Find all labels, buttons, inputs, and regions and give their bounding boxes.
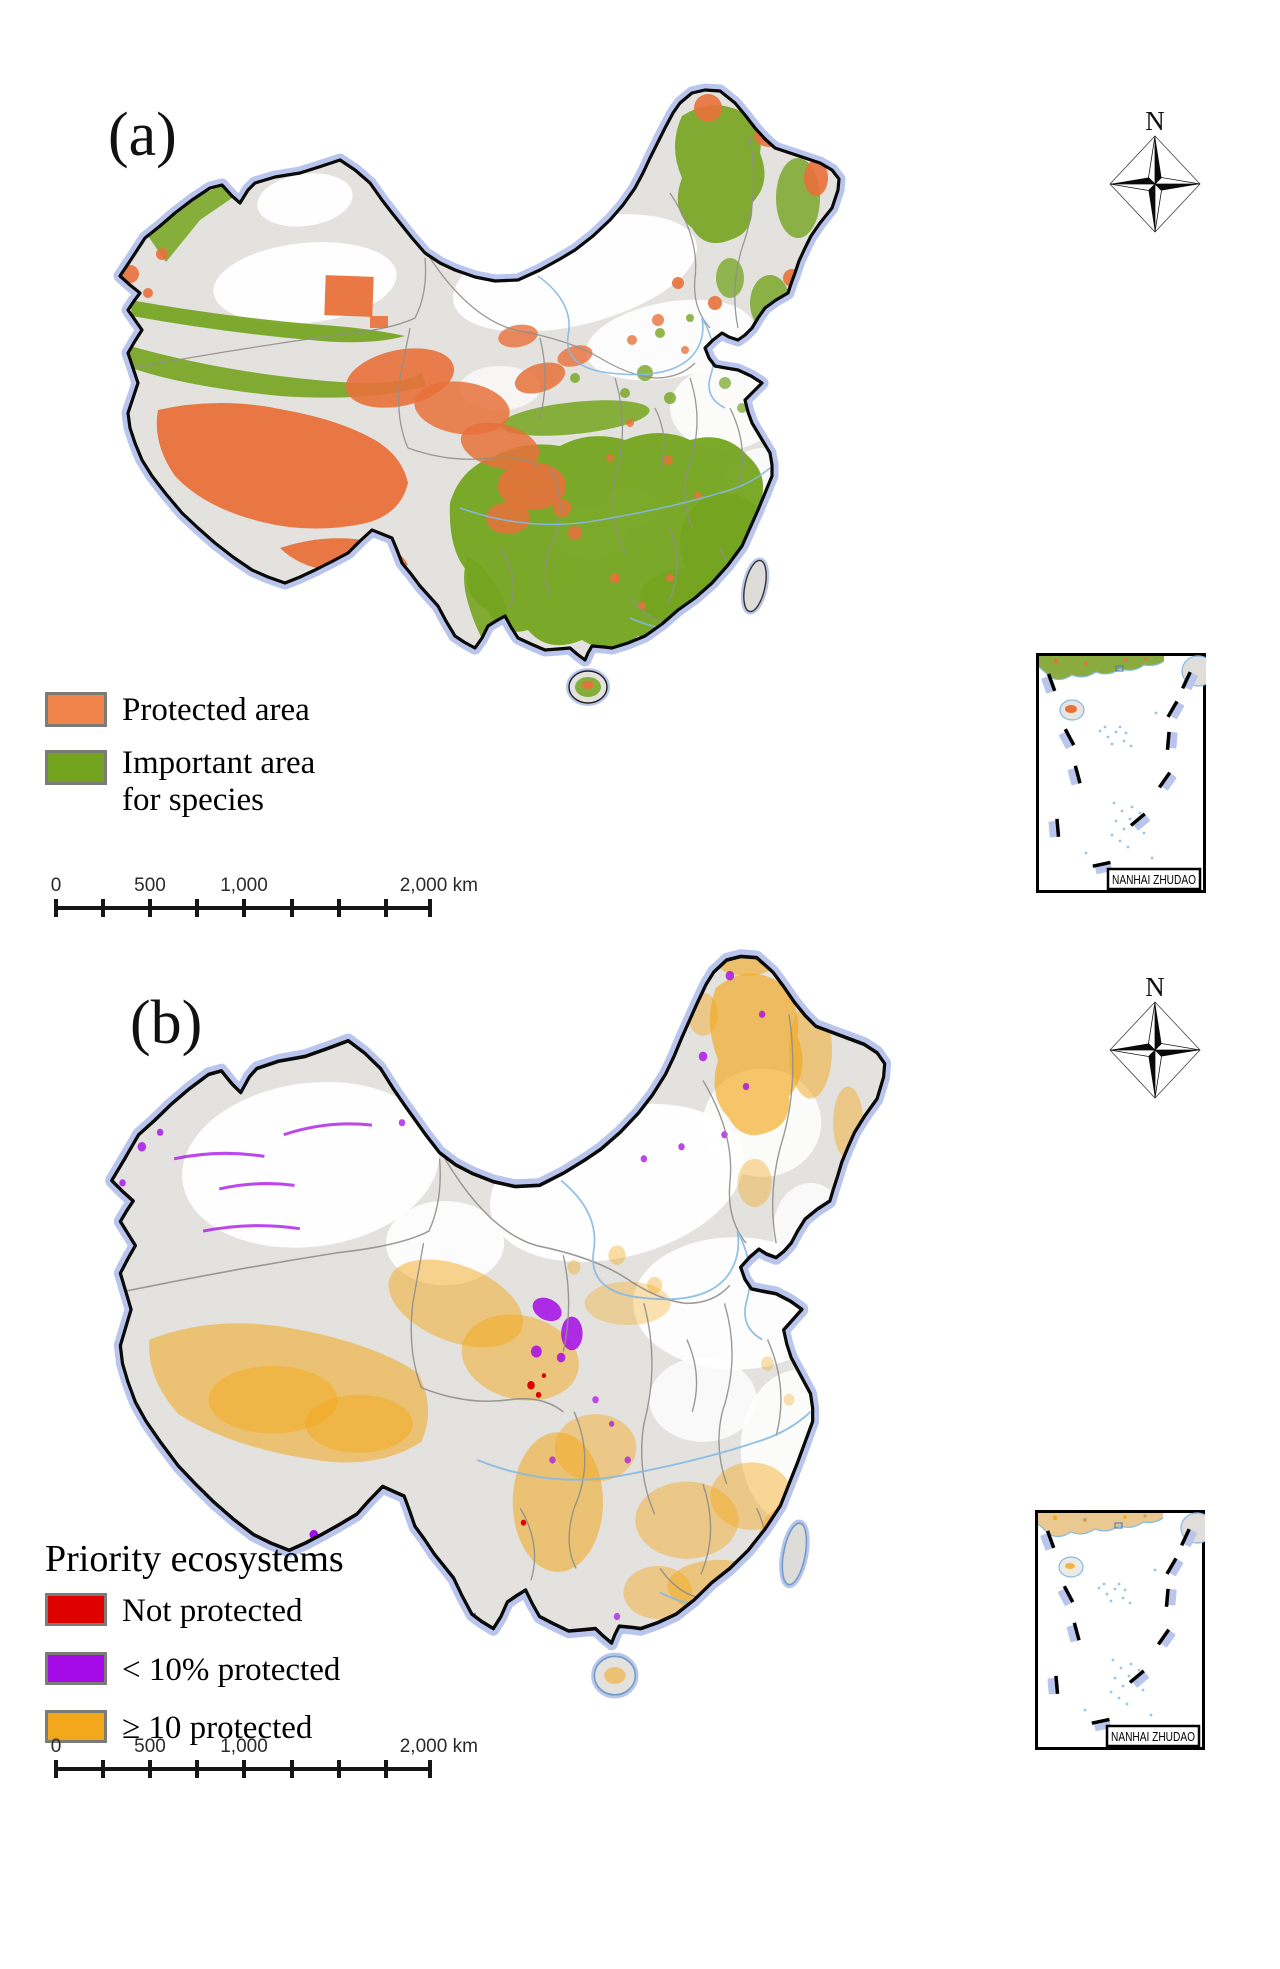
legend-item-protected-area: Protected area: [45, 692, 315, 730]
ge10-protected-swatch: [45, 1710, 107, 1744]
compass-rose-icon: N: [1109, 106, 1201, 233]
scalebar-label: 1,000: [220, 1736, 268, 1757]
not-protected-swatch: [45, 1593, 107, 1626]
legend-panel-a: Protected area Important area for specie…: [45, 692, 315, 835]
taiwan-island: [779, 1519, 810, 1589]
inset-mainland: [1038, 1513, 1163, 1537]
lt10-protected-swatch: [45, 1651, 107, 1685]
legend-item-ge10-protected: ≥ 10 protected: [45, 1710, 344, 1748]
panel-b-label: (b): [130, 989, 203, 1057]
scalebar-label: 1,000: [220, 875, 268, 896]
legend-item-label: ≥ 10 protected: [122, 1710, 313, 1747]
rivers: [459, 275, 771, 631]
legend-item-label: Important area for species: [122, 744, 316, 819]
taiwan-island: [740, 557, 770, 615]
scalebar-label: 2,000 km: [399, 875, 478, 896]
scalebar-panel-a: 0 500 1,000 2,000 km: [50, 875, 478, 923]
compass-north-label: N: [1145, 106, 1165, 136]
inset-hainan: [1058, 1556, 1084, 1578]
nine-dash-line: [1040, 1528, 1197, 1732]
scalebar-label: 0: [50, 875, 62, 896]
nanhai-inset-panel-b: NANHAI ZHUDAO: [1035, 1510, 1205, 1750]
province-boundaries: [131, 137, 755, 624]
legend-item-label: Protected area: [122, 692, 310, 728]
inset-mainland: [1039, 656, 1164, 680]
compass-north-label: N: [1145, 972, 1165, 1002]
island-dots: [1083, 1568, 1157, 1717]
inset-title-box: NANHAI ZHUDAO: [1105, 1724, 1201, 1748]
china-map-panel-b: [58, 942, 918, 1699]
legend-title: Priority ecosystems: [45, 1538, 344, 1580]
protected-area-swatch: [45, 692, 107, 727]
province-boundaries: [124, 1014, 794, 1600]
scalebar-label: 500: [134, 1736, 166, 1757]
nanhai-inset-panel-a: NANHAI ZHUDAO: [1036, 653, 1206, 893]
inset-title: NANHAI ZHUDAO: [1111, 1729, 1195, 1744]
scalebar-label: 0: [50, 1736, 62, 1757]
hainan-island: [591, 1652, 639, 1699]
legend-item-label: Not protected: [122, 1593, 303, 1629]
legend-item-lt10-protected: < 10% protected: [45, 1651, 344, 1690]
important-area-swatch: [45, 749, 107, 785]
map-a-overlays: [121, 94, 839, 658]
hainan-island: [566, 668, 610, 706]
scalebar-label: 500: [134, 875, 166, 896]
inset-title-box: NANHAI ZHUDAO: [1106, 867, 1202, 891]
inset-title: NANHAI ZHUDAO: [1112, 872, 1196, 887]
legend-item-label: < 10% protected: [122, 1651, 341, 1688]
island-dots: [1084, 711, 1158, 860]
legend-item-important-area: Important area for species: [45, 745, 315, 820]
inset-hainan: [1059, 699, 1085, 721]
nine-dash-line: [1041, 671, 1198, 875]
legend-panel-b: Priority ecosystems Not protected < 10% …: [45, 1537, 344, 1763]
compass-rose-icon: N: [1109, 972, 1201, 1099]
scalebar-label: 2,000 km: [399, 1736, 478, 1757]
china-map-panel-a: [70, 78, 870, 706]
scalebar-panel-b: 0 500 1,000 2,000 km: [50, 1736, 478, 1784]
panel-a-label: (a): [108, 101, 177, 169]
legend-item-not-protected: Not protected: [45, 1593, 344, 1631]
